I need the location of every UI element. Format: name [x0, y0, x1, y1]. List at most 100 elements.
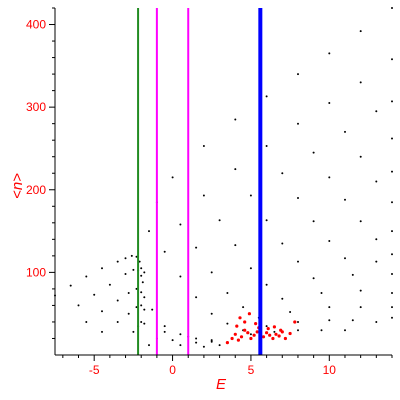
series-0-point-34 — [143, 322, 146, 325]
series-0-point-31 — [132, 330, 135, 333]
series-0-point-129 — [202, 345, 205, 348]
series-0-point-121 — [391, 316, 393, 319]
series-0-point-90 — [359, 220, 362, 223]
series-0-point-6 — [130, 254, 133, 257]
series-0-point-29 — [140, 304, 143, 307]
series-1-point-5 — [243, 328, 247, 332]
series-0-point-51 — [265, 145, 268, 147]
series-0-point-109 — [328, 306, 331, 309]
series-0-point-18 — [85, 321, 88, 323]
series-0-point-89 — [328, 240, 331, 242]
series-0-point-79 — [281, 242, 284, 245]
series-0-point-128 — [195, 341, 198, 344]
series-0-point-81 — [344, 198, 346, 201]
series-0-point-47 — [163, 250, 166, 253]
y-tick-label-1: 200 — [26, 183, 46, 197]
series-0-point-66 — [179, 333, 182, 336]
series-0-point-62 — [312, 151, 315, 154]
series-0-point-131 — [218, 344, 221, 347]
y-axis-label: <n> — [9, 173, 26, 199]
series-0-point-103 — [320, 292, 323, 294]
series-1-point-7 — [249, 336, 253, 341]
y-tick-label-2: 300 — [26, 100, 46, 114]
series-0-point-17 — [141, 281, 144, 284]
series-0-point-48 — [179, 223, 182, 226]
series-0-point-14 — [132, 268, 135, 271]
series-0-point-96 — [312, 277, 315, 280]
series-0-point-106 — [391, 253, 393, 256]
series-0-point-130 — [210, 340, 213, 343]
series-0-point-16 — [140, 274, 143, 277]
series-0-point-38 — [171, 176, 174, 179]
series-0-point-63 — [344, 130, 346, 133]
series-0-point-124 — [163, 330, 166, 333]
series-1-point-24 — [254, 322, 258, 326]
series-0-point-82 — [375, 180, 378, 183]
x-tick-label-2: 5 — [248, 363, 255, 377]
series-0-point-59 — [218, 219, 221, 222]
series-1-point-11 — [261, 335, 266, 339]
series-1-point-14 — [271, 336, 275, 341]
series-0-point-108 — [297, 321, 299, 323]
series-0-point-122 — [148, 344, 150, 347]
series-0-point-22 — [135, 287, 138, 290]
series-0-point-58 — [195, 246, 198, 249]
series-0-point-41 — [265, 95, 268, 98]
series-0-point-1 — [69, 284, 72, 287]
series-0-point-8 — [138, 260, 141, 263]
series-0-point-9 — [140, 267, 143, 270]
series-1-point-20 — [235, 324, 239, 328]
series-1-point-26 — [266, 327, 270, 331]
series-0-point-65 — [391, 100, 393, 103]
series-0-point-125 — [171, 339, 174, 342]
series-0-point-72 — [328, 176, 331, 179]
series-0-point-7 — [135, 255, 138, 258]
series-0-point-70 — [265, 219, 268, 222]
series-0-point-35 — [143, 271, 146, 274]
series-0-point-36 — [148, 230, 150, 233]
series-0-point-39 — [202, 145, 205, 147]
series-0-point-110 — [359, 289, 362, 292]
series-0-point-25 — [101, 330, 103, 333]
series-0-point-45 — [391, 7, 393, 9]
series-0-point-21 — [127, 292, 130, 294]
series-1-point-16 — [277, 334, 281, 338]
series-0-point-71 — [297, 197, 299, 199]
series-1-point-27 — [272, 325, 276, 329]
series-1-point-4 — [239, 335, 244, 339]
series-0-point-55 — [391, 58, 393, 61]
series-0-point-3 — [101, 267, 103, 270]
series-1-point-0 — [225, 341, 229, 345]
series-0-point-113 — [328, 319, 331, 322]
series-0-point-114 — [359, 306, 362, 309]
series-0-point-19 — [101, 310, 103, 313]
series-0-point-99 — [391, 230, 393, 233]
series-0-point-26 — [116, 321, 119, 323]
series-1-point-23 — [247, 312, 251, 316]
series-0-point-118 — [391, 306, 393, 309]
series-0-point-87 — [265, 283, 268, 286]
x-tick-label-0: -5 — [89, 363, 100, 377]
series-1-point-29 — [293, 320, 297, 324]
series-0-point-64 — [375, 110, 378, 113]
series-0-point-115 — [391, 292, 393, 294]
series-0-point-30 — [143, 308, 146, 311]
series-0-point-107 — [273, 330, 276, 333]
series-0-point-40 — [234, 118, 237, 121]
series-0-point-104 — [351, 273, 354, 276]
series-0-point-78 — [249, 267, 252, 270]
series-0-point-102 — [289, 311, 292, 313]
series-0-point-88 — [297, 260, 299, 263]
series-0-point-101 — [265, 325, 268, 328]
x-tick-label-1: 0 — [169, 363, 176, 377]
series-1-point-13 — [268, 333, 272, 337]
series-0-point-27 — [127, 312, 130, 315]
series-1-point-6 — [246, 331, 250, 335]
series-0-point-44 — [359, 30, 362, 33]
series-0-point-86 — [242, 306, 245, 309]
series-0-point-117 — [351, 319, 354, 322]
series-0-point-116 — [320, 329, 323, 332]
series-0-point-60 — [249, 194, 252, 197]
series-0-point-46 — [151, 308, 154, 311]
